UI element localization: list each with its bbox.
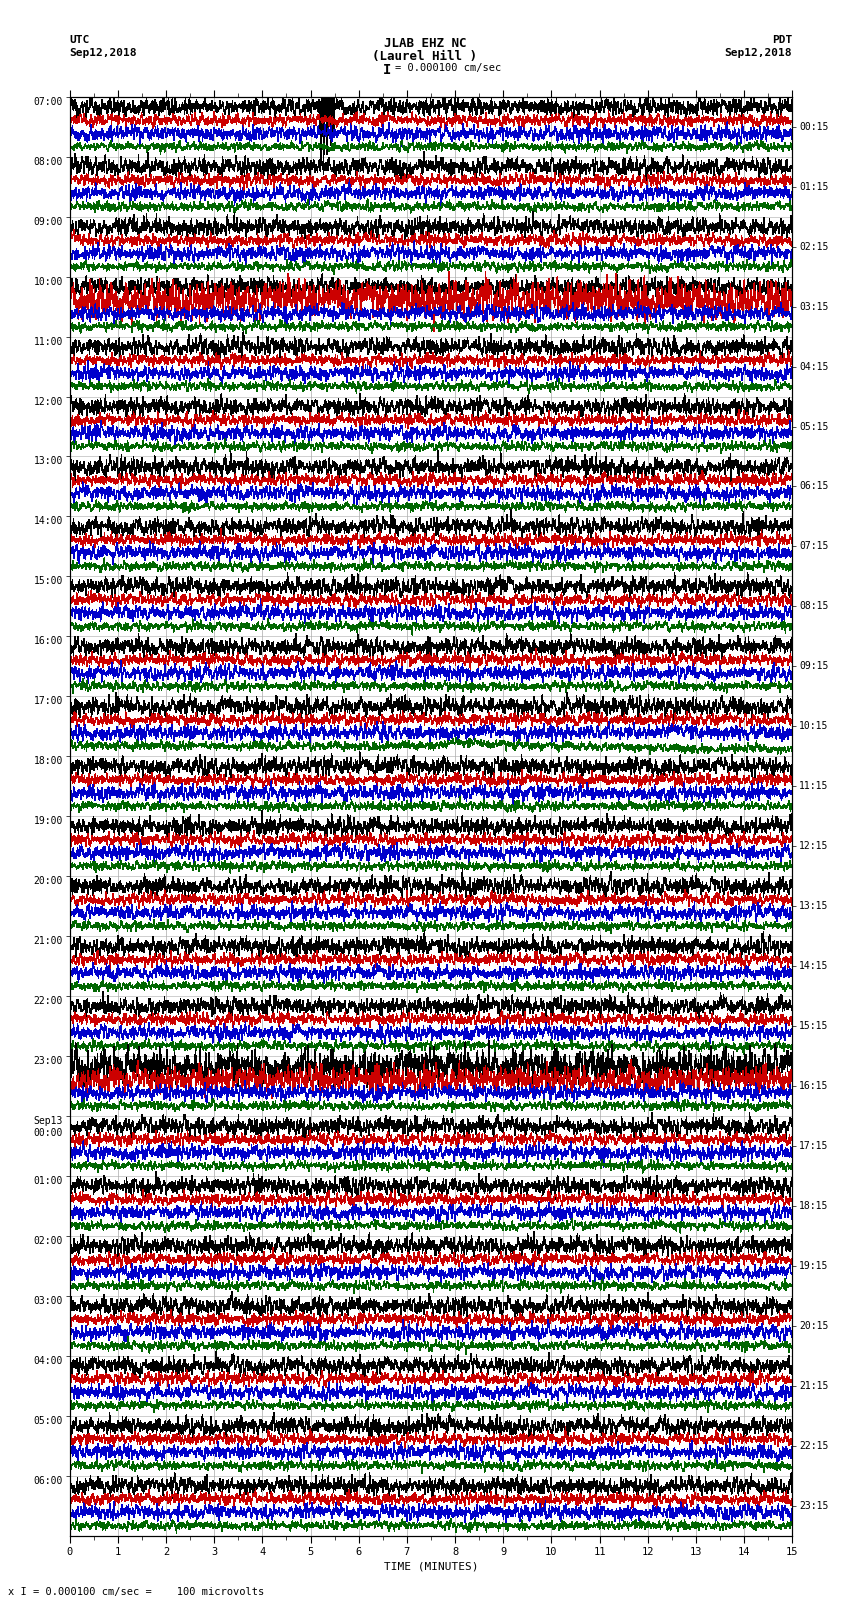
X-axis label: TIME (MINUTES): TIME (MINUTES) <box>383 1561 479 1571</box>
Text: UTC: UTC <box>70 35 90 45</box>
Text: (Laurel Hill ): (Laurel Hill ) <box>372 50 478 63</box>
Text: Sep12,2018: Sep12,2018 <box>725 48 792 58</box>
Text: I: I <box>382 63 391 77</box>
Text: JLAB EHZ NC: JLAB EHZ NC <box>383 37 467 50</box>
Text: = 0.000100 cm/sec: = 0.000100 cm/sec <box>395 63 501 73</box>
Text: Sep12,2018: Sep12,2018 <box>70 48 137 58</box>
Text: PDT: PDT <box>772 35 792 45</box>
Text: x I = 0.000100 cm/sec =    100 microvolts: x I = 0.000100 cm/sec = 100 microvolts <box>8 1587 264 1597</box>
